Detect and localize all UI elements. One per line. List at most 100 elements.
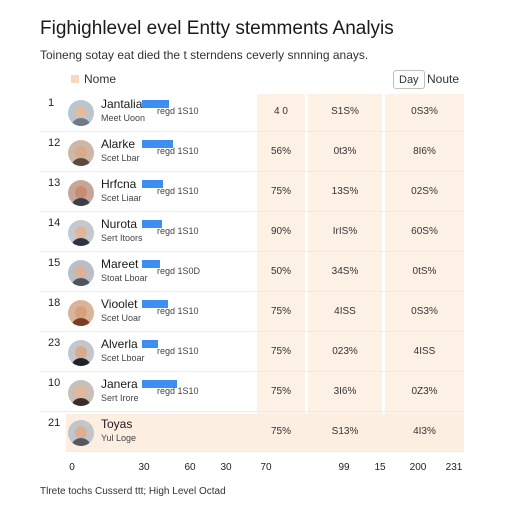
cell-col-2: S1S% — [331, 106, 359, 117]
cell-col-2: 023% — [332, 346, 358, 357]
rank-cell: 18 — [40, 294, 66, 332]
row-name[interactable]: Jantalia — [101, 97, 143, 111]
avatar[interactable] — [68, 140, 94, 166]
avatar[interactable] — [68, 300, 94, 326]
cell-col-2: 0t3% — [333, 146, 357, 157]
table-row[interactable]: 10 Janera Sert Irore regd 1S10 75% 3I6% 0Z3% — [40, 374, 464, 412]
avatar-face — [75, 306, 87, 319]
table-row[interactable]: 18 Vioolet Scet Uoar regd 1S10 75% 4ISS 0S3% — [40, 294, 464, 332]
rank-cell: 13 — [40, 174, 66, 212]
rank-cell: 21 — [40, 414, 66, 452]
column-band-3 — [385, 94, 464, 414]
bar-value: regd 1S0D — [157, 266, 201, 276]
table-row[interactable]: 14 Nurota Sert Itoors regd 1S10 90% IrIS% 60S% — [40, 214, 464, 252]
bar-value: regd 1S10 — [157, 186, 199, 196]
avatar-shoulders — [71, 198, 91, 206]
bar-value: regd 1S10 — [157, 306, 199, 316]
avatar[interactable] — [68, 100, 94, 126]
row-rank: 10 — [48, 377, 61, 389]
cell-col-1: 75% — [270, 386, 291, 397]
row-name[interactable]: Alarke — [101, 137, 136, 151]
axis-tick-label: 231 — [445, 462, 463, 473]
cell-col-2: 3I6% — [333, 386, 357, 397]
avatar-shoulders — [71, 278, 91, 286]
avatar-face — [75, 386, 87, 399]
page-title: Fighighlevel evel Entty stemments Analyi… — [40, 18, 394, 39]
table-row[interactable]: 21 Toyas Yul Loge 75% S13% 4I3% — [40, 414, 464, 452]
cell-col-2: 34S% — [331, 266, 359, 277]
row-name[interactable]: Vioolet — [101, 297, 138, 311]
cell-col-1: 75% — [270, 346, 291, 357]
cell-col-1: 4 0 — [274, 106, 288, 117]
avatar[interactable] — [68, 420, 94, 446]
row-name[interactable]: Mareet — [101, 257, 139, 271]
cell-col-2: 13S% — [331, 186, 359, 197]
cell-col-3: 4ISS — [413, 346, 436, 357]
row-subtitle: Yul Loge — [101, 433, 137, 443]
column-band-1 — [257, 94, 305, 414]
row-name[interactable]: Hrfcna — [101, 177, 137, 191]
avatar-face — [75, 426, 87, 439]
row-rank: 1 — [48, 97, 55, 109]
avatar[interactable] — [68, 340, 94, 366]
progress-bar — [142, 180, 163, 188]
rank-cell: 23 — [40, 334, 66, 372]
toggle-day-button[interactable]: Day — [393, 70, 425, 89]
row-rank: 12 — [48, 137, 61, 149]
cell-col-1: 90% — [270, 226, 291, 237]
avatar-face — [75, 106, 87, 119]
avatar-shoulders — [71, 358, 91, 366]
avatar[interactable] — [68, 220, 94, 246]
bar-value: regd 1S10 — [157, 226, 199, 236]
avatar[interactable] — [68, 380, 94, 406]
cell-col-3: 0S3% — [411, 306, 438, 317]
row-rank: 18 — [48, 297, 61, 309]
cell-col-1: 75% — [270, 306, 291, 317]
row-subtitle: Sert Itoors — [101, 233, 143, 243]
axis-tick-label: 0 — [69, 462, 75, 473]
toggle-other-button[interactable]: Noute — [427, 72, 460, 86]
legend-label[interactable]: Nome — [84, 72, 117, 86]
cell-col-1: 75% — [270, 186, 291, 197]
avatar[interactable] — [68, 180, 94, 206]
row-subtitle: Scet Liaar — [101, 193, 142, 203]
row-name[interactable]: Nurota — [101, 217, 138, 231]
row-rank: 21 — [48, 417, 61, 429]
row-name[interactable]: Toyas — [101, 417, 133, 431]
cell-col-3: 0S3% — [411, 106, 438, 117]
cell-col-3: 02S% — [411, 186, 438, 197]
cell-col-3: 0tS% — [412, 266, 437, 277]
avatar-shoulders — [71, 438, 91, 446]
avatar-face — [75, 266, 87, 279]
progress-bar — [142, 140, 173, 148]
legend-swatch — [71, 75, 79, 83]
cell-col-3: 60S% — [411, 226, 438, 237]
avatar-shoulders — [71, 118, 91, 126]
row-rank: 14 — [48, 217, 61, 229]
page-subtitle: Toineng sotay eat died the t sterndens c… — [40, 48, 369, 62]
row-name[interactable]: Alverla — [101, 337, 138, 351]
row-rank: 13 — [48, 177, 61, 189]
bar-value: regd 1S10 — [157, 386, 199, 396]
row-rank: 23 — [48, 337, 61, 349]
table-row[interactable]: 13 Hrfcna Scet Liaar regd 1S10 75% 13S% 02S% — [40, 174, 464, 212]
row-subtitle: Stoat Lboar — [101, 273, 148, 283]
progress-bar — [142, 260, 160, 268]
avatar[interactable] — [68, 260, 94, 286]
rank-cell: 15 — [40, 254, 66, 292]
filter-row: Nome Day Noute — [66, 70, 464, 90]
row-name[interactable]: Janera — [101, 377, 138, 391]
table-row[interactable]: 23 Alverla Scet Lboar regd 1S10 75% 023% 4ISS — [40, 334, 464, 372]
row-subtitle: Scet Lbar — [101, 153, 140, 163]
row-subtitle: Sert Irore — [101, 393, 139, 403]
table-row[interactable]: 15 Mareet Stoat Lboar regd 1S0D 50% 34S% 0tS% — [40, 254, 464, 292]
table-row[interactable]: 1 Jantalia Meet Uoon regd 1S10 4 0 S1S% 0S3% — [40, 94, 464, 132]
progress-bar — [142, 380, 177, 388]
axis-tick-label: 30 — [220, 462, 232, 473]
avatar-face — [75, 186, 87, 199]
row-subtitle: Meet Uoon — [101, 113, 146, 123]
avatar-shoulders — [71, 158, 91, 166]
table-row[interactable]: 12 Alarke Scet Lbar regd 1S10 56% 0t3% 8I6% — [40, 134, 464, 172]
avatar-shoulders — [71, 318, 91, 326]
axis-tick-label: 60 — [184, 462, 196, 473]
